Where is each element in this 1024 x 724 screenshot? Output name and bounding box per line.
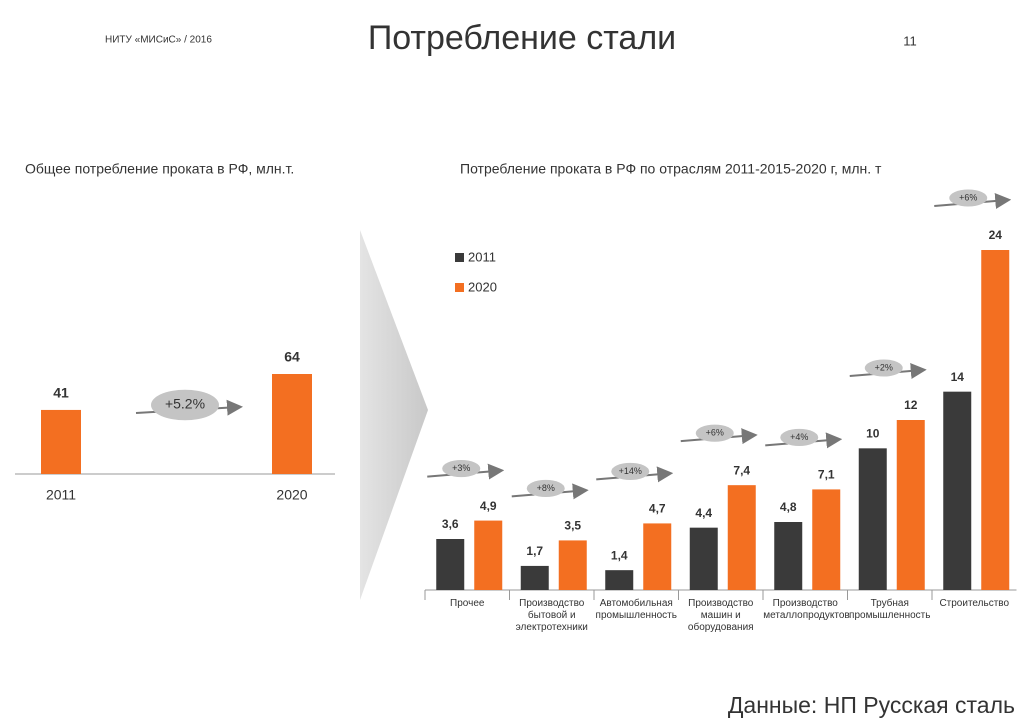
x-tick-label: Прочее <box>450 598 485 609</box>
growth-badge <box>780 428 819 446</box>
growth-label: +2% <box>875 362 893 372</box>
x-tick-label: Производство бытовой и электротехники <box>515 598 588 633</box>
x-tick-label: Производство металлопродуктов <box>763 598 850 621</box>
bar <box>727 485 756 590</box>
value-label: 1,7 <box>526 544 543 558</box>
value-label: 4,4 <box>695 506 712 520</box>
legend-swatch <box>455 253 464 262</box>
bar <box>436 539 465 590</box>
value-label: 4,7 <box>649 502 666 516</box>
growth-label: +8% <box>537 483 555 493</box>
value-label: 4,9 <box>480 499 497 513</box>
growth-badge <box>695 424 734 442</box>
value-label: 3,6 <box>442 517 459 531</box>
legend-label: 2020 <box>468 279 497 294</box>
bar <box>943 391 972 590</box>
bar <box>474 520 503 590</box>
bar <box>896 420 925 590</box>
org: НИТУ «МИСиС» / 2016 <box>105 35 212 46</box>
value-label: 3,5 <box>564 519 581 533</box>
x-tick-label: 2020 <box>276 487 307 503</box>
value-label: 14 <box>951 370 965 384</box>
value-label: 7,4 <box>733 463 750 477</box>
growth-badge <box>611 462 650 480</box>
value-label: 10 <box>866 427 880 441</box>
bar <box>558 540 587 590</box>
growth-badge <box>864 359 903 377</box>
x-tick-label: Производство машин и оборудования <box>687 598 754 633</box>
bar <box>520 565 549 590</box>
value-label: 7,1 <box>818 468 835 482</box>
bar <box>858 448 887 590</box>
value-label: 64 <box>284 349 300 365</box>
legend-swatch <box>455 283 464 292</box>
growth-badge <box>442 460 481 478</box>
growth-badge <box>151 389 219 421</box>
x-tick-label: 2011 <box>46 487 76 503</box>
chart-title: Потребление проката в РФ по отраслям 201… <box>460 161 882 177</box>
title: Потребление стали <box>368 19 676 57</box>
bar <box>643 523 672 590</box>
legend-label: 2011 <box>468 249 496 264</box>
bar <box>689 527 718 590</box>
bar <box>981 250 1010 590</box>
value-label: 12 <box>904 398 918 412</box>
growth-label: +3% <box>452 463 470 473</box>
growth-badge <box>949 189 988 207</box>
value-label: 4,8 <box>780 500 797 514</box>
value-label: 24 <box>989 228 1003 242</box>
growth-label: +5.2% <box>165 396 205 412</box>
value-label: 1,4 <box>611 548 628 562</box>
bar <box>812 489 841 590</box>
x-tick-label: Строительство <box>939 598 1010 609</box>
growth-label: +6% <box>959 192 977 202</box>
source: Данные: НП Русская сталь <box>728 692 1015 718</box>
x-tick-label: Трубная промышленность <box>849 598 931 621</box>
growth-label: +6% <box>706 428 724 438</box>
bar <box>774 522 803 590</box>
transition-arrow <box>360 230 428 600</box>
growth-label: +14% <box>619 466 642 476</box>
value-label: 41 <box>53 385 69 401</box>
growth-label: +4% <box>790 432 808 442</box>
page-number: 11 <box>903 33 917 48</box>
growth-badge <box>526 479 565 497</box>
bar <box>605 570 634 590</box>
chart-title: Общее потребление проката в РФ, млн.т. <box>25 161 294 177</box>
bar <box>41 409 81 474</box>
bar <box>272 374 312 474</box>
x-tick-label: Автомобильная промышленность <box>595 598 677 621</box>
